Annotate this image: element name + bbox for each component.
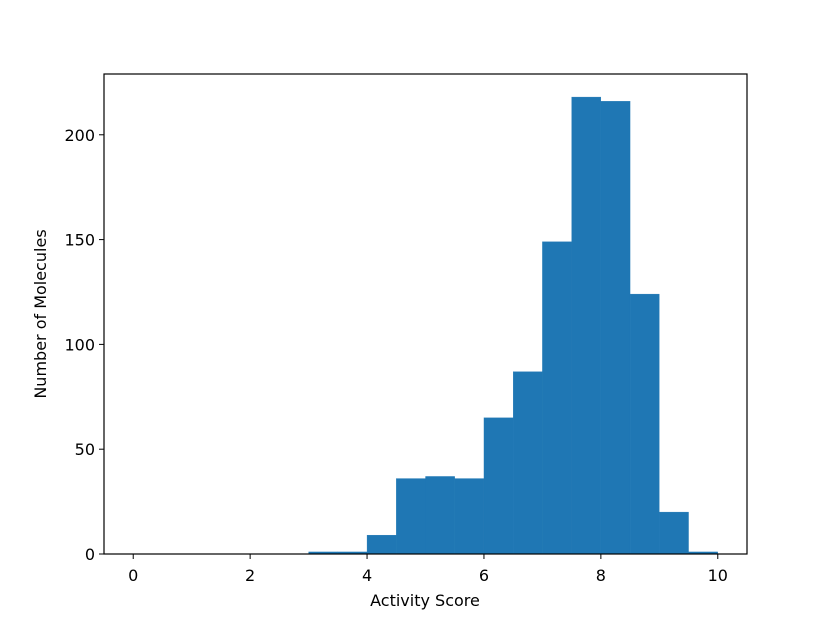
x-tick-label-4: 8 <box>596 566 606 585</box>
histogram-bar-11 <box>454 478 485 555</box>
y-tick-label-1: 50 <box>75 440 95 459</box>
x-axis-label: Activity Score <box>370 591 480 610</box>
x-tick-label-0: 0 <box>128 566 138 585</box>
x-axis-ticks: 0 2 4 6 8 10 <box>128 554 728 585</box>
plot-frame <box>103 73 748 555</box>
x-tick-label-5: 10 <box>708 566 728 585</box>
histogram-bar-10 <box>425 476 455 555</box>
x-tick-label-2: 4 <box>362 566 372 585</box>
histogram-bar-18 <box>659 511 689 555</box>
y-tick-label-2: 100 <box>64 335 95 354</box>
histogram-bar-14 <box>542 241 572 555</box>
histogram-bar-9 <box>396 478 426 555</box>
y-axis-label: Number of Molecules <box>31 229 50 398</box>
histogram-bars <box>308 96 718 555</box>
x-tick-label-3: 6 <box>479 566 489 585</box>
histogram-bar-17 <box>629 293 660 555</box>
histogram-bar-12 <box>483 417 514 555</box>
histogram-bar-15 <box>571 96 602 555</box>
y-axis-ticks: 0 50 100 150 200 <box>64 126 104 564</box>
histogram-bar-16 <box>600 101 631 555</box>
histogram-bar-13 <box>513 371 543 555</box>
histogram-bar-8 <box>366 534 397 555</box>
x-tick-label-1: 2 <box>245 566 255 585</box>
y-tick-label-0: 0 <box>85 545 95 564</box>
y-tick-label-3: 150 <box>64 231 95 250</box>
y-tick-label-4: 200 <box>64 126 95 145</box>
